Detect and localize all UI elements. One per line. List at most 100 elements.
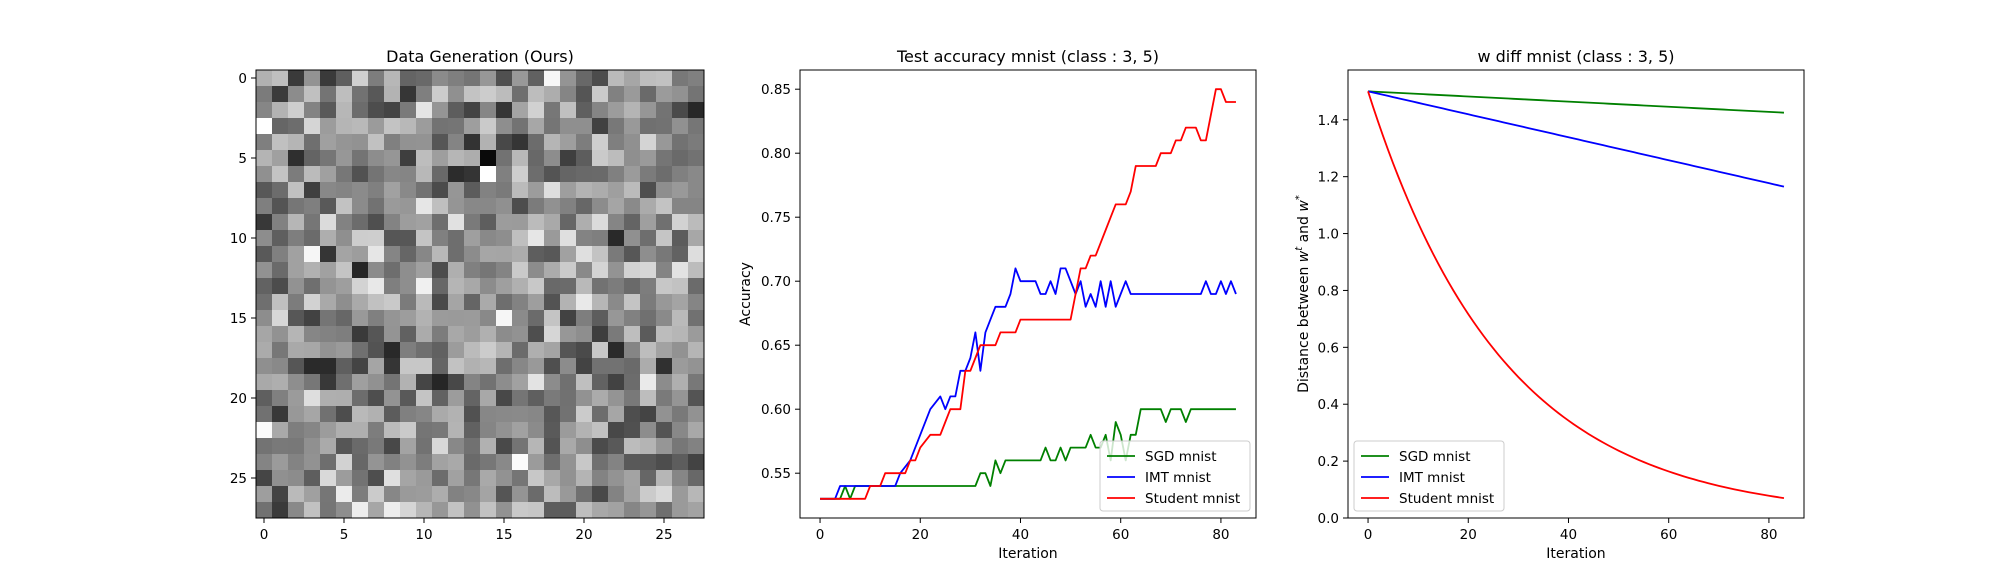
heatmap-cell bbox=[688, 374, 705, 391]
heatmap-cell bbox=[288, 422, 305, 439]
heatmap-cell bbox=[304, 150, 321, 167]
heatmap-cell bbox=[416, 422, 433, 439]
heatmap-cell bbox=[528, 406, 545, 423]
heatmap-cell bbox=[336, 262, 353, 279]
heatmap-cell bbox=[560, 358, 577, 375]
heatmap-cell bbox=[304, 118, 321, 135]
heatmap-cell bbox=[480, 102, 497, 119]
heatmap-cell bbox=[592, 406, 609, 423]
heatmap-cell bbox=[640, 486, 657, 503]
heatmap-cell bbox=[352, 134, 369, 151]
heatmap-cell bbox=[656, 406, 673, 423]
heatmap-cell bbox=[256, 246, 273, 263]
heatmap-cell bbox=[272, 486, 289, 503]
heatmap-cell bbox=[688, 294, 705, 311]
heatmap-cell bbox=[688, 262, 705, 279]
accuracy-y-tick-label: 0.60 bbox=[761, 402, 791, 418]
heatmap-cell bbox=[672, 86, 689, 103]
heatmap-cell bbox=[672, 214, 689, 231]
heatmap-cell bbox=[400, 310, 417, 327]
heatmap-cell bbox=[592, 150, 609, 167]
heatmap-cell bbox=[480, 70, 497, 87]
heatmap-cell bbox=[672, 326, 689, 343]
heatmap-cell bbox=[688, 454, 705, 471]
heatmap-cell bbox=[512, 374, 529, 391]
heatmap-cell bbox=[320, 214, 337, 231]
heatmap-cell bbox=[256, 230, 273, 247]
heatmap-cell bbox=[256, 182, 273, 199]
heatmap-cell bbox=[400, 86, 417, 103]
heatmap-cell bbox=[496, 166, 513, 183]
heatmap-cell bbox=[560, 246, 577, 263]
heatmap-cell bbox=[400, 70, 417, 87]
heatmap-cell bbox=[272, 406, 289, 423]
heatmap-cell bbox=[320, 166, 337, 183]
heatmap-cell bbox=[416, 102, 433, 119]
heatmap-cell bbox=[496, 86, 513, 103]
heatmap-cell bbox=[656, 422, 673, 439]
heatmap-cell bbox=[352, 198, 369, 215]
heatmap-cell bbox=[512, 326, 529, 343]
heatmap-cell bbox=[272, 198, 289, 215]
heatmap-cell bbox=[448, 390, 465, 407]
heatmap-cell bbox=[496, 502, 513, 519]
heatmap-cell bbox=[496, 182, 513, 199]
heatmap-cell bbox=[368, 118, 385, 135]
heatmap-cell bbox=[528, 438, 545, 455]
heatmap-cell bbox=[528, 310, 545, 327]
heatmap-cell bbox=[624, 246, 641, 263]
heatmap-cell bbox=[448, 342, 465, 359]
heatmap-cell bbox=[448, 134, 465, 151]
heatmap-cell bbox=[624, 358, 641, 375]
heatmap-cell bbox=[432, 406, 449, 423]
heatmap-cell bbox=[544, 246, 561, 263]
accuracy-y-tick-label: 0.65 bbox=[761, 338, 791, 354]
heatmap-cell bbox=[672, 246, 689, 263]
heatmap-cell bbox=[256, 422, 273, 439]
heatmap-cell bbox=[448, 422, 465, 439]
heatmap-cell bbox=[480, 470, 497, 487]
wdiff-lines bbox=[1367, 90, 1785, 499]
wdiff-x-tick-label: 60 bbox=[1660, 527, 1677, 543]
heatmap-cell bbox=[448, 86, 465, 103]
heatmap-cell bbox=[640, 470, 657, 487]
heatmap-cell bbox=[544, 150, 561, 167]
heatmap-cell bbox=[304, 182, 321, 199]
heatmap-cell bbox=[576, 214, 593, 231]
accuracy-panel: Test accuracy mnist (class : 3, 5) 0 20 40… bbox=[738, 47, 1257, 562]
heatmap-cell bbox=[256, 358, 273, 375]
heatmap-cell bbox=[464, 294, 481, 311]
heatmap-cell bbox=[624, 102, 641, 119]
heatmap-cell bbox=[288, 262, 305, 279]
heatmap-cell bbox=[544, 502, 561, 519]
heatmap-cell bbox=[640, 214, 657, 231]
heatmap-cell bbox=[400, 502, 417, 519]
heatmap-cell bbox=[496, 390, 513, 407]
heatmap-cell bbox=[384, 118, 401, 135]
heatmap-cell bbox=[432, 230, 449, 247]
heatmap-cell bbox=[512, 406, 529, 423]
heatmap-cell bbox=[688, 118, 705, 135]
heatmap-cell bbox=[464, 230, 481, 247]
heatmap-cell bbox=[432, 374, 449, 391]
heatmap-cell bbox=[544, 134, 561, 151]
heatmap-cell bbox=[448, 406, 465, 423]
heatmap-cell bbox=[560, 118, 577, 135]
heatmap-cell bbox=[576, 342, 593, 359]
heatmap-cell bbox=[352, 374, 369, 391]
heatmap-cell bbox=[288, 310, 305, 327]
heatmap-cell bbox=[624, 198, 641, 215]
heatmap-cell bbox=[560, 262, 577, 279]
heatmap-cell bbox=[512, 118, 529, 135]
heatmap-cell bbox=[576, 150, 593, 167]
wdiff-legend-box bbox=[1353, 440, 1505, 512]
heatmap-cell bbox=[448, 150, 465, 167]
heatmap-cell bbox=[688, 438, 705, 455]
heatmap-cell bbox=[640, 182, 657, 199]
accuracy-y-ticks: 0.55 0.60 0.65 0.70 0.75 0.80 0.85 bbox=[761, 82, 800, 482]
heatmap-cell bbox=[496, 214, 513, 231]
heatmap-cell bbox=[464, 166, 481, 183]
heatmap-cell bbox=[592, 374, 609, 391]
heatmap-cell bbox=[288, 198, 305, 215]
